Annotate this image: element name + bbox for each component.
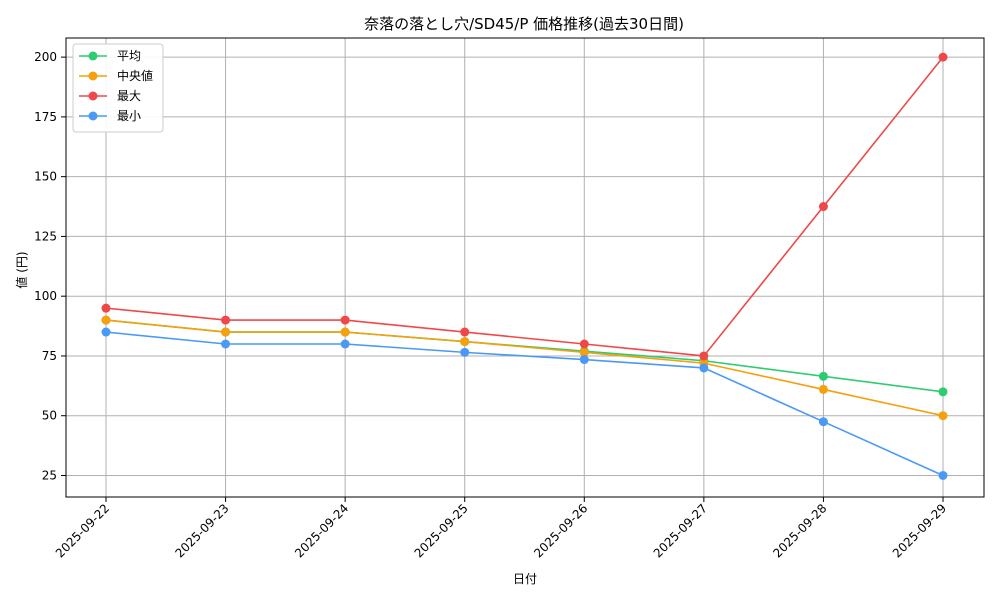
data-point xyxy=(340,339,350,349)
data-point xyxy=(101,315,111,325)
y-tick-label: 50 xyxy=(42,409,57,423)
data-point xyxy=(818,384,828,394)
data-point xyxy=(699,363,709,373)
data-point xyxy=(460,327,470,337)
legend-item: 平均 xyxy=(79,49,141,63)
x-tick-label: 2025-09-23 xyxy=(172,501,231,560)
y-tick-label: 25 xyxy=(42,468,57,482)
legend-marker xyxy=(88,71,98,81)
series-2 xyxy=(101,52,948,361)
data-point xyxy=(818,202,828,212)
y-tick-label: 200 xyxy=(34,50,57,64)
data-point xyxy=(579,355,589,365)
series-1 xyxy=(101,315,948,421)
series-3 xyxy=(101,327,948,480)
legend-item: 最小 xyxy=(79,109,141,123)
data-point xyxy=(699,351,709,361)
legend-item: 最大 xyxy=(79,89,141,103)
series-line xyxy=(105,331,944,477)
x-axis-label: 日付 xyxy=(513,572,537,586)
legend-marker xyxy=(88,91,98,101)
data-point xyxy=(460,347,470,357)
legend-label: 平均 xyxy=(117,49,141,63)
data-point xyxy=(818,417,828,427)
y-tick-label: 75 xyxy=(42,349,57,363)
x-tick-label: 2025-09-27 xyxy=(651,501,710,560)
x-tick-label: 2025-09-22 xyxy=(53,501,112,560)
y-tick-label: 175 xyxy=(34,110,57,124)
y-tick-label: 150 xyxy=(34,170,57,184)
data-point xyxy=(818,371,828,381)
legend-marker xyxy=(88,51,98,61)
series-layer xyxy=(101,52,948,480)
x-tick-label: 2025-09-29 xyxy=(890,501,949,560)
grid xyxy=(66,38,984,497)
data-point xyxy=(221,339,231,349)
data-point xyxy=(101,303,111,313)
x-tick-label: 2025-09-24 xyxy=(292,501,351,560)
legend-box xyxy=(72,43,164,133)
plot-area-frame xyxy=(65,37,985,498)
data-point xyxy=(221,327,231,337)
x-tick-label: 2025-09-25 xyxy=(412,501,471,560)
x-tick-label: 2025-09-28 xyxy=(770,501,829,560)
data-point xyxy=(938,411,948,421)
legend-label: 最小 xyxy=(117,109,141,123)
data-point xyxy=(938,52,948,62)
data-point xyxy=(579,339,589,349)
data-point xyxy=(340,315,350,325)
legend-label: 中央値 xyxy=(117,68,153,83)
data-point xyxy=(101,327,111,337)
y-tick-label: 100 xyxy=(34,289,57,303)
legend-marker xyxy=(88,111,98,121)
data-point xyxy=(340,327,350,337)
x-tick-label: 2025-09-26 xyxy=(531,501,590,560)
axes: 2025-09-22 2025-09-23 2025-09-24 2025-09-25… xyxy=(34,50,949,560)
data-point xyxy=(221,315,231,325)
legend-label: 最大 xyxy=(117,89,141,103)
legend-item: 中央値 xyxy=(79,68,153,83)
data-point xyxy=(938,387,948,397)
y-tick-label: 125 xyxy=(34,229,57,243)
series-line xyxy=(105,319,944,417)
data-point xyxy=(460,337,470,347)
data-point xyxy=(579,347,589,357)
series-line xyxy=(105,56,944,357)
y-axis-label: 値 (円) xyxy=(14,251,29,288)
chart-title: 奈落の落とし穴/SD45/P 価格推移(過去30日間) xyxy=(364,15,684,33)
data-point xyxy=(938,470,948,480)
